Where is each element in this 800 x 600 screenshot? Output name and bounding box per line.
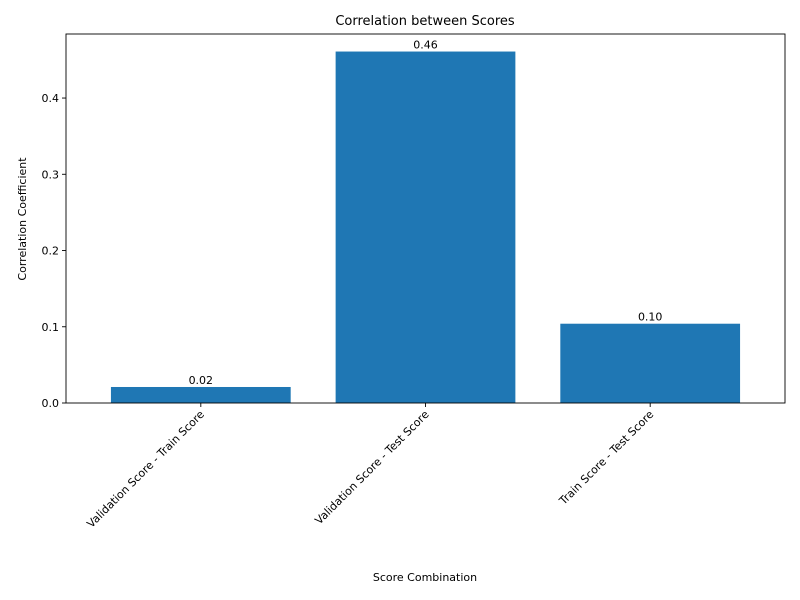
bar-0 bbox=[110, 386, 291, 403]
data-label-0: 0.02 bbox=[189, 374, 214, 387]
chart-title: Correlation between Scores bbox=[335, 14, 515, 29]
data-label-2: 0.10 bbox=[638, 311, 663, 324]
x-axis-label: Score Combination bbox=[373, 571, 477, 584]
x-tick-label-0: Validation Score - Train Score bbox=[84, 408, 207, 531]
x-tick-label-2: Train Score - Test Score bbox=[556, 408, 656, 508]
y-tick-label-0: 0.0 bbox=[42, 397, 60, 410]
y-tick-label-1: 0.1 bbox=[42, 321, 60, 334]
plot-area: 0.02 0.46 0.10 0.0 0.1 0.2 0.3 0.4 Validation Sc… bbox=[42, 33, 786, 531]
y-tick-label-4: 0.4 bbox=[42, 92, 60, 105]
x-tick-label-1: Validation Score - Test Score bbox=[312, 408, 431, 527]
bar-2 bbox=[560, 323, 741, 403]
y-axis-label: Correlation Coefficient bbox=[16, 157, 29, 281]
data-label-1: 0.46 bbox=[413, 39, 438, 52]
y-tick-label-2: 0.2 bbox=[42, 245, 60, 258]
y-tick-label-3: 0.3 bbox=[42, 168, 60, 181]
bar-1 bbox=[335, 51, 516, 403]
